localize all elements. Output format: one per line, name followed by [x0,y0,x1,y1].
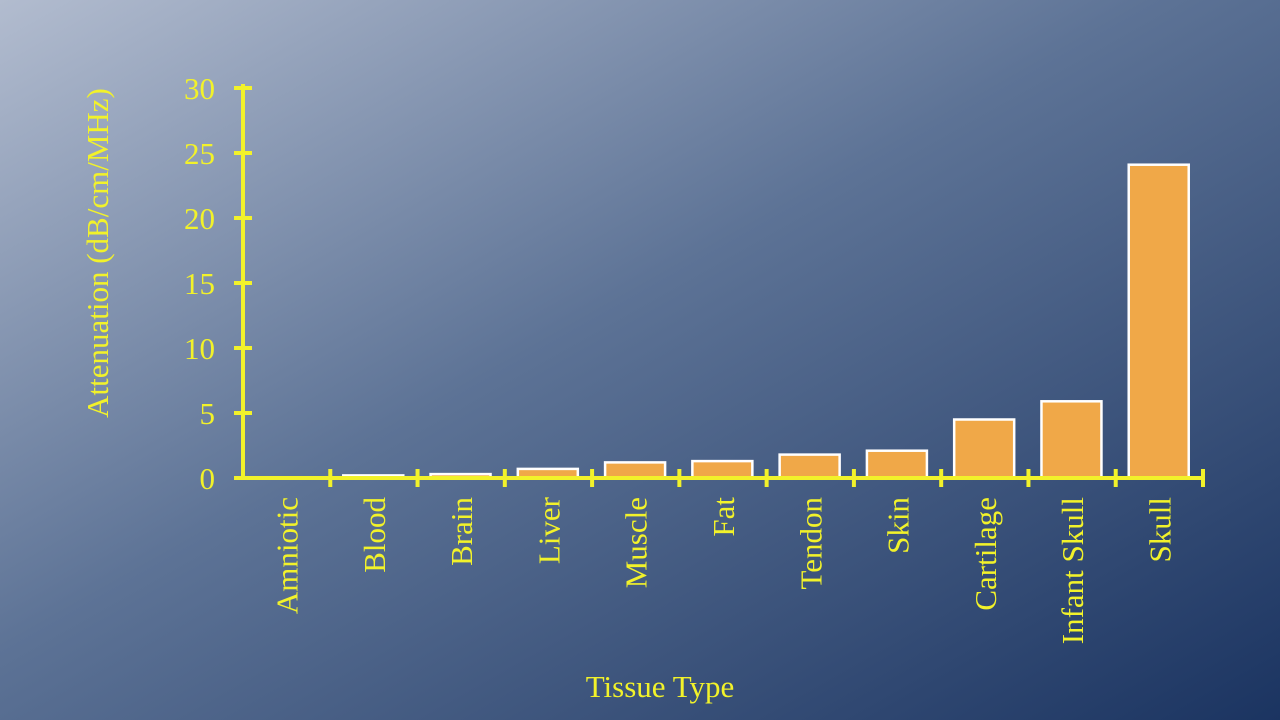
x-axis-label: Tissue Type [586,669,735,704]
x-tick-label: Tendon [793,497,828,590]
y-tick-label: 15 [184,266,215,301]
x-tick-label: Cartilage [968,497,1003,611]
bar [1040,400,1103,480]
x-tick-label: Skull [1142,497,1177,562]
y-tick-label: 20 [184,201,215,236]
y-tick-label: 30 [184,71,215,106]
x-tick-label: Infant Skull [1055,497,1090,644]
y-tick-label: 5 [200,396,216,431]
bar [603,461,667,480]
y-axis-label: Attenuation (dB/cm/MHz) [80,88,115,418]
x-tick-label: Liver [531,496,566,564]
y-tick-label: 0 [200,461,216,496]
bar [952,418,1016,480]
y-tick-label: 10 [184,331,215,366]
bar [865,449,929,480]
bar [1127,163,1190,480]
x-tick-label: Brain [444,497,479,566]
x-tick-label: Fat [706,497,741,537]
x-tick-label: Muscle [619,497,654,588]
bar [778,453,841,480]
x-tick-label: Amniotic [270,497,305,614]
bar [691,459,754,480]
x-tick-label: Skin [881,497,916,554]
x-tick-label: Blood [357,497,392,573]
y-tick-label: 25 [184,136,215,171]
